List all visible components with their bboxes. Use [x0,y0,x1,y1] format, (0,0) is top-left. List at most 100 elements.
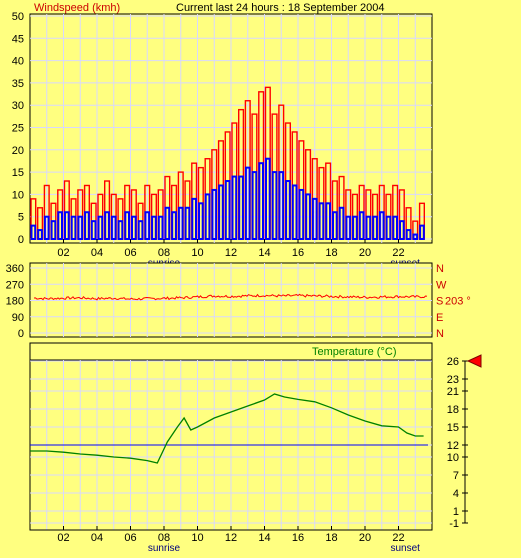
average-bar [251,171,258,241]
x-tick-label: 22 [392,247,404,259]
x-tick-label: 20 [359,532,371,544]
windspeed-panel: 0 5 10 15 20 25 30 35 40 45 50 02 04 06 08 10 12 14 16 18 20… [12,11,433,269]
compass-label: E [436,312,443,324]
average-bar [104,211,110,241]
x-tick-label: 06 [124,532,136,544]
y-tick-label: 0 [18,234,24,246]
average-bar [352,215,358,240]
y-tick-label: 5 [18,212,24,224]
average-bar [144,211,151,241]
current-direction: 203 ° [445,296,471,308]
average-bar [191,197,198,240]
chart-title: Current last 24 hours : 18 September 200… [176,2,385,14]
average-bar [258,162,264,240]
sunset-label: sunset [390,543,420,554]
average-bar [412,233,419,240]
x-tick-label: 16 [292,247,304,259]
average-bar [171,211,177,241]
x-tick-label: 02 [57,532,69,544]
y-tick-label: 15 [447,422,459,434]
average-bar [184,206,191,240]
y-tick-label: 18 [447,404,459,416]
x-tick-label: 18 [325,247,337,259]
average-bar [378,211,385,241]
average-bar [218,184,224,240]
x-tick-label: 10 [191,532,203,544]
average-bar [177,206,184,240]
average-bar [405,229,412,241]
average-bar [318,202,325,241]
y-tick-label: 23 [447,374,459,386]
average-bar [365,215,372,240]
average-bar [372,215,378,240]
y-tick-label: 26 [447,356,459,368]
average-bar [50,220,57,241]
average-bar [244,166,251,240]
y-tick-label: 0 [18,328,24,340]
x-tick-label: 12 [225,532,237,544]
average-bar [164,206,171,240]
y-tick-label: 25 [12,123,24,135]
average-bar [291,184,298,240]
x-tick-label: 18 [325,532,337,544]
y-tick-label: 90 [12,312,24,324]
y-tick-label: 180 [6,296,24,308]
x-tick-label: 14 [258,247,270,259]
y-tick-label: 1 [453,506,459,518]
average-bar [57,211,63,241]
compass-label: W [436,279,447,291]
x-tick-label: 14 [258,532,270,544]
y-tick-label: 270 [6,279,24,291]
average-bar [198,202,204,241]
average-bar [97,215,104,240]
average-bar [64,211,70,241]
temperature-title: Temperature (°C) [312,346,396,358]
average-bar [285,180,291,241]
sunrise-label: sunrise [148,543,181,554]
y-tick-label: 40 [12,56,24,68]
x-tick-label: 10 [191,247,203,259]
average-bar [77,215,84,240]
y-tick-label: 35 [12,78,24,90]
y-tick-label: -1 [449,518,459,530]
y-tick-label: 15 [12,167,24,179]
average-bar [43,215,50,240]
average-bar [157,215,164,240]
y-tick-label: 4 [453,488,459,500]
average-bar [325,202,331,241]
y-tick-label: 10 [12,189,24,201]
compass-label: N [436,263,444,275]
x-tick-label: 08 [158,532,170,544]
average-bar [30,224,37,240]
compass-label: N [436,328,444,340]
average-bar [70,215,77,240]
y-tick-label: 30 [12,100,24,112]
average-bar [131,215,137,240]
average-bar [305,193,311,240]
x-tick-label: 06 [124,247,136,259]
current-temp-marker [466,354,482,368]
average-bar [90,220,97,241]
average-bar [117,220,124,241]
average-bar [345,215,352,240]
average-bar [338,206,345,240]
average-bar [419,224,425,240]
y-tick-label: 45 [12,33,24,45]
average-bar [151,215,157,240]
average-bar [84,211,90,241]
average-bar [224,180,231,241]
y-tick-label: 7 [453,470,459,482]
average-bar [385,215,392,240]
windspeed-label: Windspeed (kmh) [34,2,120,14]
average-bar [124,211,131,241]
average-bar [278,171,285,241]
y-tick-label: 20 [12,145,24,157]
x-tick-label: 02 [57,247,69,259]
average-bar [399,220,405,241]
average-bar [137,220,144,241]
direction-line [33,293,428,301]
compass-label: S [436,296,443,308]
average-bar [332,211,338,241]
